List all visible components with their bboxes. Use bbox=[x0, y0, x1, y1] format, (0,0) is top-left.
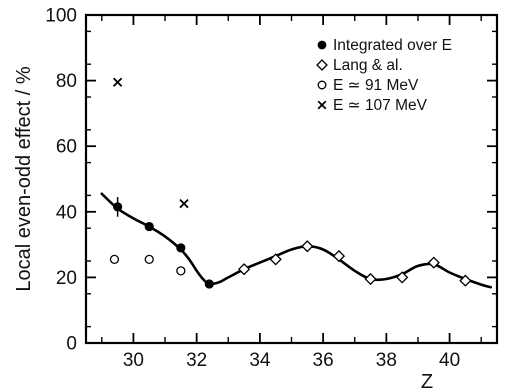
data-point-filled-circle bbox=[176, 243, 186, 253]
data-point-filled-circle bbox=[113, 202, 123, 212]
x-tick-label: 34 bbox=[249, 350, 271, 371]
data-point-open-circle bbox=[109, 254, 120, 265]
legend-label: Integrated over E bbox=[333, 37, 452, 54]
y-tick-label: 100 bbox=[45, 6, 77, 27]
axes-layer: 0 20 40 60 80 100 30 32 34 36 38 40 Z Local even-odd … bbox=[13, 6, 499, 392]
data-point-diamond bbox=[364, 272, 377, 286]
x-tick-label: 30 bbox=[123, 350, 144, 371]
legend: Integrated over E Lang & al. E ≃ 91 MeV E ≃… bbox=[316, 37, 452, 114]
points-layer bbox=[109, 77, 472, 289]
data-point-open-circle bbox=[144, 254, 154, 265]
data-point-diamond bbox=[332, 249, 346, 263]
x-tick-label: 36 bbox=[313, 350, 334, 371]
legend-label: Lang & al. bbox=[333, 57, 403, 74]
x-tick-label: 40 bbox=[439, 350, 460, 371]
data-point-filled-circle bbox=[204, 279, 214, 289]
legend-label: E ≃ 91 MeV bbox=[333, 77, 419, 94]
data-point-diamond bbox=[301, 240, 314, 253]
data-point-diamond bbox=[427, 256, 440, 269]
data-point-filled-circle bbox=[144, 221, 154, 232]
data-point-cross bbox=[112, 77, 123, 87]
legend-marker-open-circle bbox=[317, 80, 327, 90]
trend-curve bbox=[100, 192, 492, 289]
legend-marker-cross bbox=[317, 100, 327, 110]
y-axis-title: Local even-odd effect / % bbox=[13, 66, 35, 292]
x-axis-title: Z bbox=[421, 371, 433, 392]
data-point-cross bbox=[179, 198, 189, 209]
x-tick-label: 32 bbox=[186, 350, 207, 371]
data-point-diamond bbox=[269, 253, 282, 266]
legend-marker-diamond bbox=[316, 59, 328, 71]
y-tick-label: 60 bbox=[56, 137, 77, 158]
y-tick-label: 20 bbox=[56, 268, 77, 289]
data-point-diamond bbox=[459, 274, 472, 287]
y-tick-label: 80 bbox=[56, 71, 77, 92]
data-point-diamond bbox=[237, 263, 251, 276]
legend-label: E ≃ 107 MeV bbox=[333, 97, 428, 114]
data-point-diamond bbox=[396, 271, 409, 284]
data-point-open-circle bbox=[176, 266, 186, 276]
y-tick-label: 0 bbox=[66, 334, 77, 355]
plot-frame bbox=[84, 13, 499, 345]
y-tick-label: 40 bbox=[56, 202, 77, 223]
x-tick-label: 38 bbox=[376, 350, 397, 371]
legend-marker-filled-circle bbox=[317, 40, 327, 50]
curve-layer bbox=[100, 192, 492, 289]
